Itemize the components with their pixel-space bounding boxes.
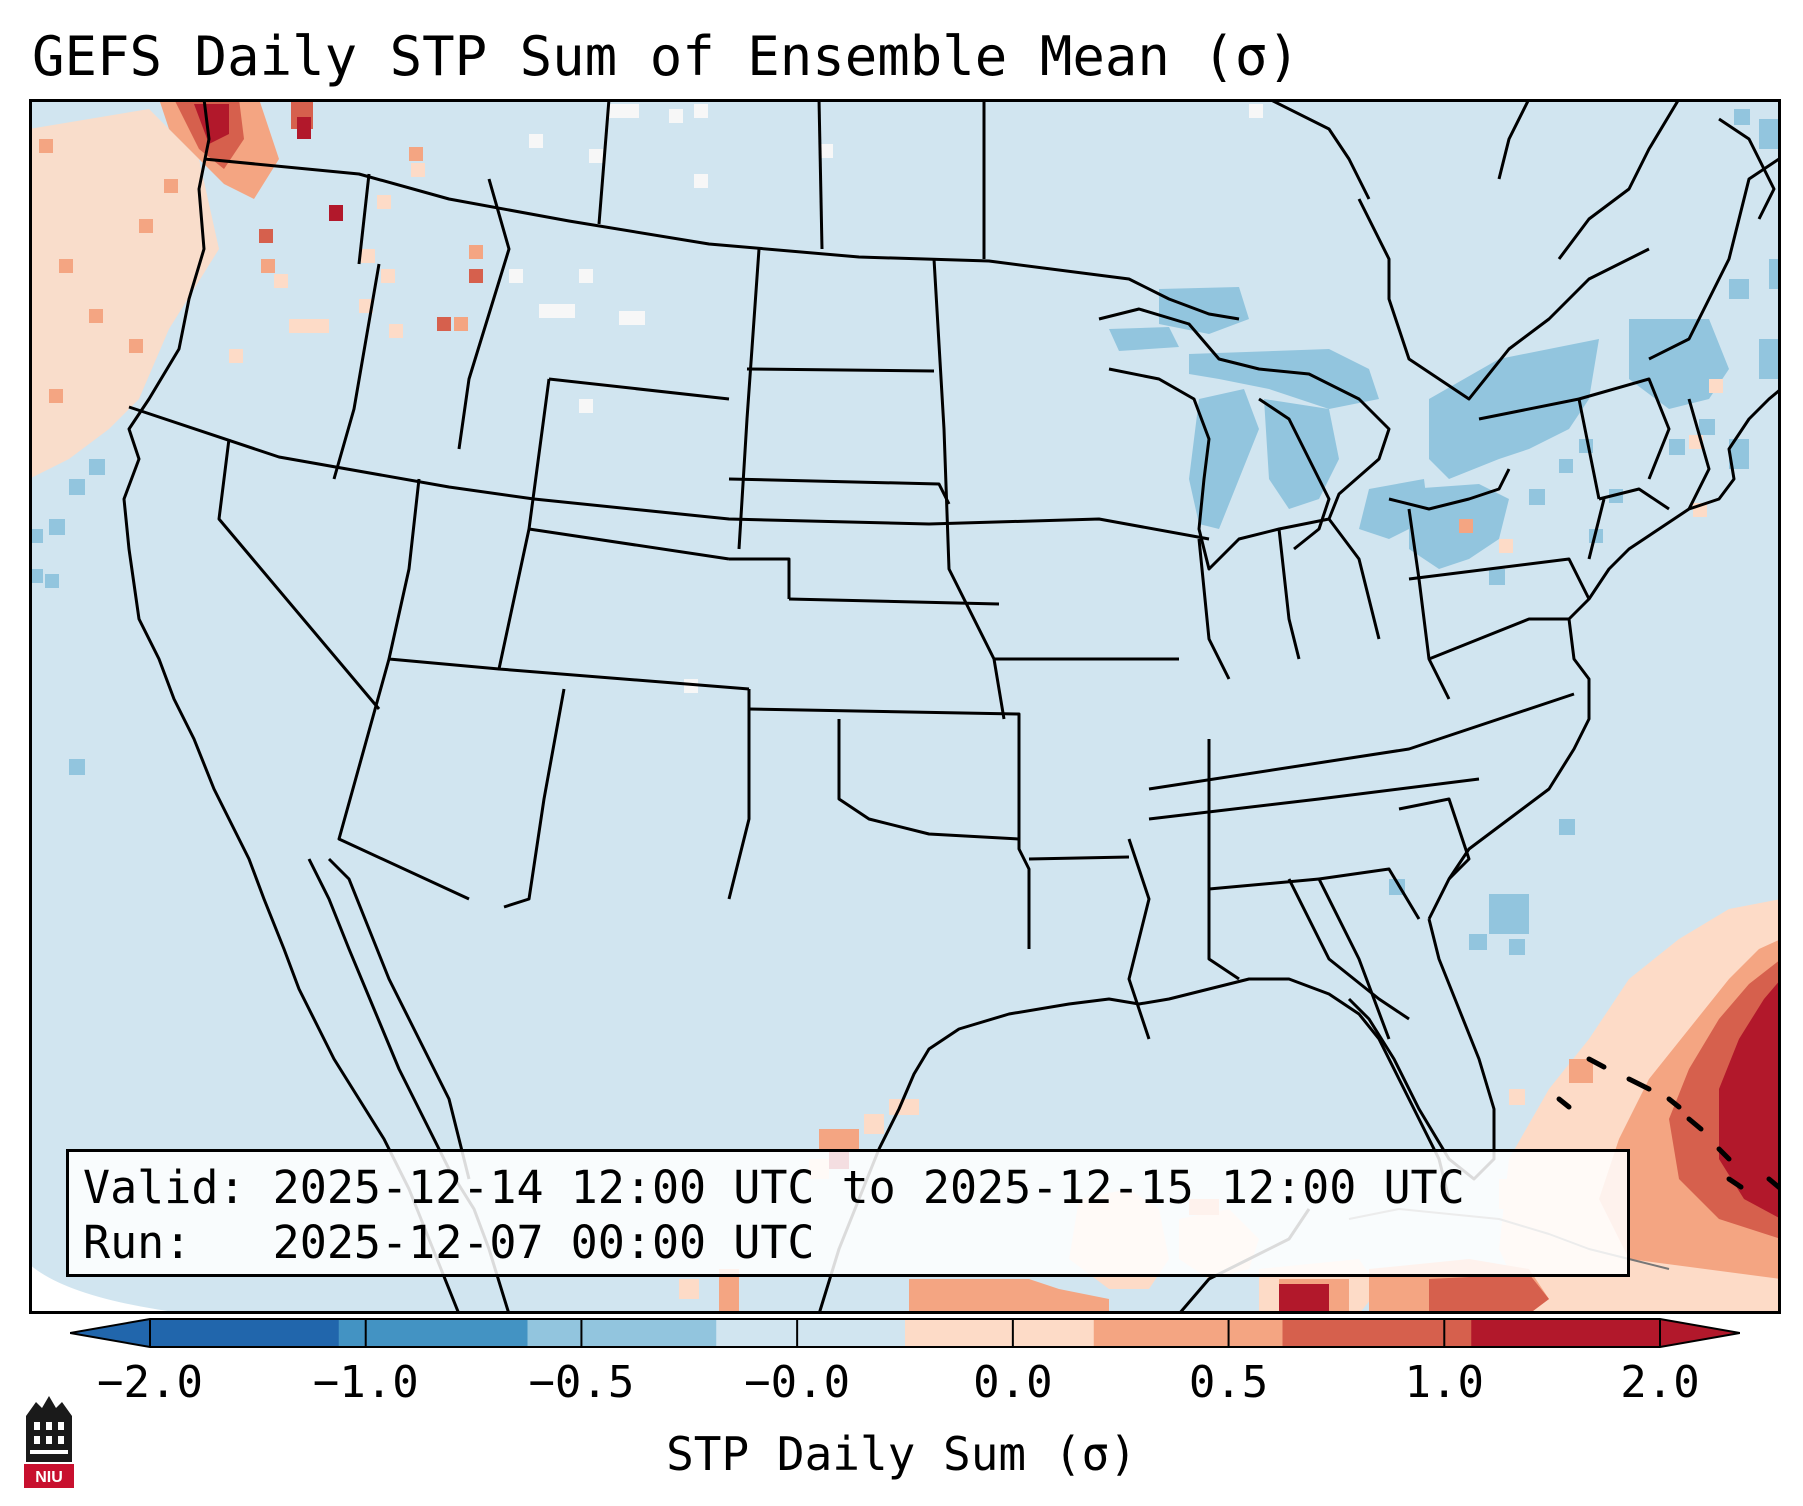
colorbar-segment bbox=[716, 1319, 906, 1347]
anomaly-near-zero bbox=[509, 104, 1263, 693]
colorbar-title: STP Daily Sum (σ) bbox=[666, 1427, 1137, 1481]
bahamas-islands bbox=[1556, 1056, 1781, 1192]
colorbar-segment bbox=[150, 1319, 340, 1347]
colorbar-segment bbox=[905, 1319, 1095, 1347]
projection-edge bbox=[29, 1264, 189, 1314]
run-time: 2025-12-07 00:00 UTC bbox=[272, 1216, 815, 1269]
field-background bbox=[29, 99, 1781, 1314]
valid-run-info-box: Valid: 2025-12-14 12:00 UTC to 2025-12-1… bbox=[66, 1149, 1630, 1277]
anomaly-pacific-northwest bbox=[29, 99, 483, 479]
colorbar-segment bbox=[338, 1319, 528, 1347]
anomaly-west-negative bbox=[29, 459, 105, 775]
niu-logo: NIU bbox=[20, 1392, 78, 1492]
anomaly-great-lakes-northeast bbox=[1109, 109, 1781, 955]
colorbar-tick-label: 0.0 bbox=[973, 1357, 1053, 1408]
colorbar-segment bbox=[1282, 1319, 1472, 1347]
colorbar-ticks bbox=[149, 1319, 1661, 1347]
anomaly-atlantic-bahamas bbox=[1499, 899, 1781, 1314]
valid-label: Valid: bbox=[83, 1161, 246, 1214]
colorbar-tick-label: −0.0 bbox=[744, 1357, 851, 1408]
colorbar-tick-label: −1.0 bbox=[312, 1357, 419, 1408]
colorbar-tick-label: 2.0 bbox=[1620, 1357, 1700, 1408]
map-svg bbox=[29, 99, 1781, 1314]
map-title: GEFS Daily STP Sum of Ensemble Mean (σ) bbox=[32, 25, 1300, 88]
map-border bbox=[29, 99, 1781, 1314]
logo-text: NIU bbox=[35, 1469, 63, 1486]
colorbar-tick-label: −0.5 bbox=[528, 1357, 635, 1408]
colorbar-under-triangle bbox=[70, 1319, 150, 1347]
colorbar-tick-label: 1.0 bbox=[1404, 1357, 1485, 1408]
colorbar-over-triangle bbox=[1660, 1319, 1740, 1347]
colorbar-segment bbox=[1093, 1319, 1283, 1347]
colorbar-segment bbox=[527, 1319, 717, 1347]
colorbar-tick-label: 0.5 bbox=[1188, 1357, 1269, 1408]
map-panel bbox=[29, 99, 1781, 1314]
colorbar bbox=[70, 1318, 1740, 1348]
valid-range: 2025-12-14 12:00 UTC to 2025-12-15 12:00… bbox=[272, 1161, 1465, 1214]
colorbar-tick-label: −2.0 bbox=[97, 1357, 203, 1408]
run-label: Run: bbox=[83, 1216, 192, 1269]
colorbar-segments bbox=[150, 1319, 1661, 1347]
state-borders bbox=[128, 99, 1780, 1040]
colorbar-segment bbox=[1471, 1319, 1661, 1347]
